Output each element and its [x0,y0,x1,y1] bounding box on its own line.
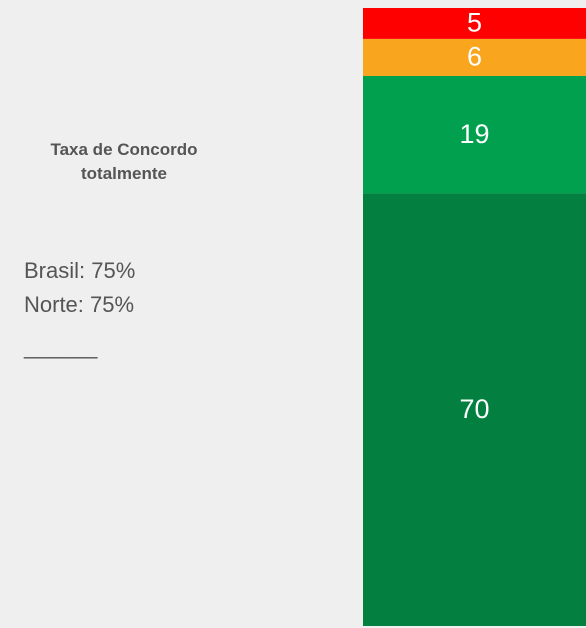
title: Taxa de Concordo totalmente [50,140,198,183]
annotation: Brasil: 75% [24,258,136,283]
value-label: 70 [459,394,489,424]
bar-segment [363,75,586,194]
value-label: 19 [459,119,489,149]
bar-segment [363,8,586,39]
value-label: 5 [467,8,482,38]
value-label: 6 [467,42,482,72]
bar-segment [363,193,586,626]
annotation: Norte: 75% [24,292,135,317]
bar-segment [363,38,586,76]
annotation: ______ [24,334,98,359]
